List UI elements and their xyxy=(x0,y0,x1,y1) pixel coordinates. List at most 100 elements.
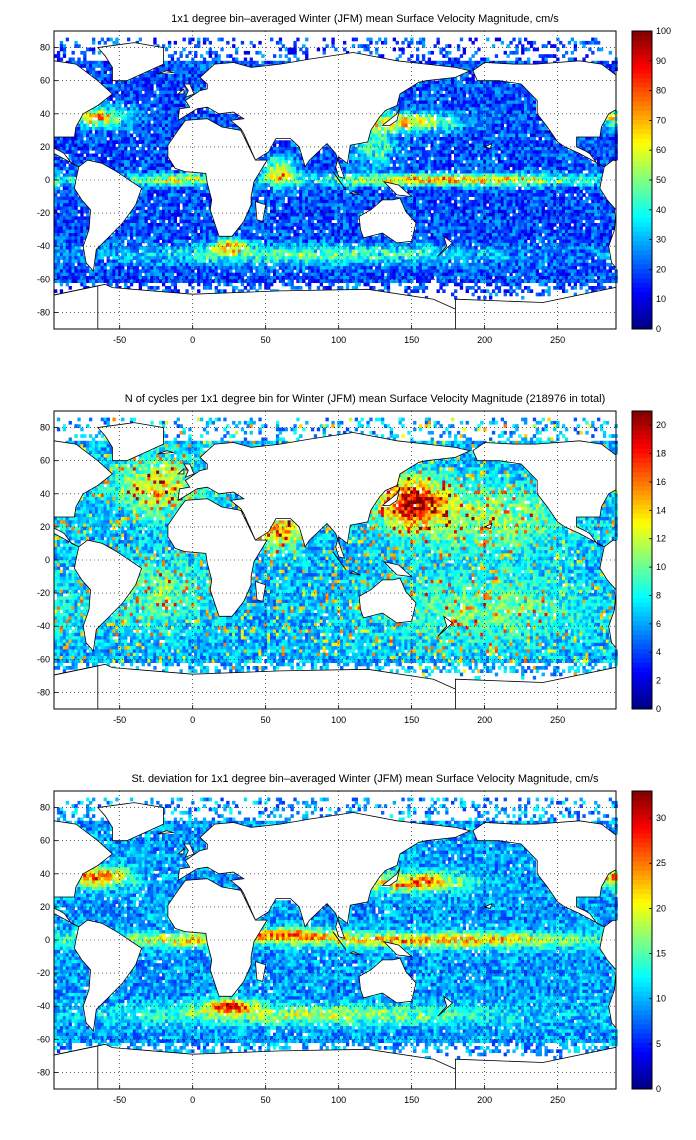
heatmap-cell xyxy=(334,183,338,188)
heatmap-cell xyxy=(322,193,326,197)
heatmap-cell xyxy=(489,180,493,184)
heatmap-cell xyxy=(404,170,408,174)
heatmap-cell xyxy=(229,113,233,118)
heatmap-cell xyxy=(518,90,522,95)
heatmap-cell xyxy=(357,173,361,178)
heatmap-cell xyxy=(162,146,166,151)
heatmap-cell xyxy=(94,64,99,68)
heatmap-cell xyxy=(424,199,429,204)
heatmap-cell xyxy=(164,199,169,204)
heatmap-cell xyxy=(433,120,437,125)
heatmap-cell xyxy=(378,37,382,42)
heatmap-cell xyxy=(494,166,499,171)
heatmap-cell xyxy=(156,67,160,72)
heatmap-cell xyxy=(500,100,505,105)
heatmap-cell xyxy=(167,113,172,118)
heatmap-cell xyxy=(153,93,157,98)
heatmap-cell xyxy=(588,170,592,174)
heatmap-cell xyxy=(77,153,81,158)
heatmap-cell xyxy=(500,156,505,161)
heatmap-cell xyxy=(547,180,551,184)
heatmap-cell xyxy=(144,77,148,82)
heatmap-cell xyxy=(416,57,420,62)
heatmap-cell xyxy=(427,87,432,92)
heatmap-cell xyxy=(310,193,315,197)
heatmap-cell xyxy=(340,196,344,201)
heatmap-cell xyxy=(445,196,449,201)
heatmap-cell xyxy=(153,90,157,95)
heatmap-cell xyxy=(273,60,277,65)
heatmap-cell xyxy=(503,87,507,92)
heatmap-cell xyxy=(570,166,575,171)
heatmap-cell xyxy=(68,193,72,197)
heatmap-cell xyxy=(410,130,414,135)
heatmap-cell xyxy=(115,120,119,125)
heatmap-cell xyxy=(433,143,437,148)
heatmap-cell xyxy=(564,150,569,154)
heatmap-cell xyxy=(141,183,145,188)
heatmap-cell xyxy=(392,47,397,52)
heatmap-cell xyxy=(109,150,113,154)
heatmap-cell xyxy=(451,117,455,121)
heatmap-cell xyxy=(74,156,78,161)
heatmap-cell xyxy=(343,47,347,52)
heatmap-cell xyxy=(100,120,105,125)
heatmap-cell xyxy=(179,60,183,65)
heatmap-cell xyxy=(480,127,484,131)
heatmap-cell xyxy=(369,156,373,161)
heatmap-cell xyxy=(337,186,341,191)
heatmap-cell xyxy=(92,146,96,151)
heatmap-cell xyxy=(395,57,399,62)
heatmap-cell xyxy=(521,150,525,154)
heatmap-cell xyxy=(427,93,432,98)
heatmap-cell xyxy=(401,103,405,108)
heatmap-cell xyxy=(386,117,391,121)
heatmap-cell xyxy=(454,196,458,201)
heatmap-cell xyxy=(436,156,440,161)
heatmap-cell xyxy=(535,113,540,118)
heatmap-cell xyxy=(486,153,490,158)
heatmap-cell xyxy=(591,163,595,168)
heatmap-cell xyxy=(518,100,522,105)
heatmap-cell xyxy=(471,156,475,161)
heatmap-cell xyxy=(456,160,461,164)
heatmap-cell xyxy=(541,146,545,151)
heatmap-cell xyxy=(576,176,580,181)
heatmap-cell xyxy=(65,146,70,151)
heatmap-cell xyxy=(281,199,286,204)
heatmap-cell xyxy=(150,127,154,131)
heatmap-cell xyxy=(68,203,72,207)
heatmap-cell xyxy=(448,50,452,55)
heatmap-cell xyxy=(138,156,143,161)
heatmap-cell xyxy=(150,84,154,88)
heatmap-cell xyxy=(290,160,294,164)
heatmap-cell xyxy=(243,57,248,62)
heatmap-cell xyxy=(410,183,414,188)
heatmap-cell xyxy=(287,189,291,194)
heatmap-cell xyxy=(503,146,507,151)
heatmap-cell xyxy=(494,84,499,88)
heatmap-cell xyxy=(439,189,443,194)
heatmap-cell xyxy=(334,160,338,164)
heatmap-cell xyxy=(454,103,458,108)
heatmap-cell xyxy=(442,163,446,168)
heatmap-cell xyxy=(541,160,545,164)
heatmap-cell xyxy=(573,189,578,194)
heatmap-cell xyxy=(159,150,163,154)
heatmap-cell xyxy=(141,143,145,148)
heatmap-cell xyxy=(164,196,169,201)
heatmap-cell xyxy=(208,117,213,121)
heatmap-cell xyxy=(570,189,575,194)
heatmap-cell xyxy=(451,100,455,105)
heatmap-cell xyxy=(436,137,440,141)
heatmap-cell xyxy=(54,166,58,171)
heatmap-cell xyxy=(273,163,277,168)
heatmap-cell xyxy=(179,193,183,197)
heatmap-cell xyxy=(538,137,542,141)
heatmap-cell xyxy=(512,176,516,181)
heatmap-cell xyxy=(550,166,554,171)
heatmap-cell xyxy=(278,183,283,188)
heatmap-cell xyxy=(351,37,356,42)
heatmap-cell xyxy=(351,44,356,48)
heatmap-cell xyxy=(310,166,315,171)
